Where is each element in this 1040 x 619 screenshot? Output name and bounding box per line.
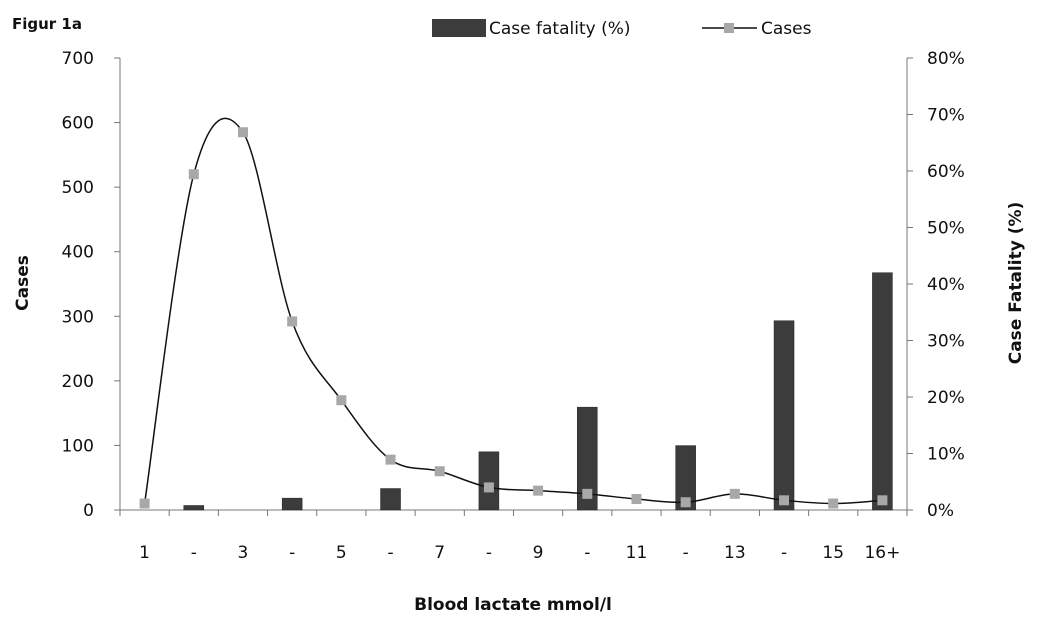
left-axis-ticks: 0 100 200 300 400 500 600 700 [62, 49, 120, 521]
right-tick-label: 80% [927, 49, 965, 69]
x-tick-label: 9 [533, 543, 544, 563]
left-tick-label: 500 [62, 178, 94, 198]
left-tick-label: 600 [62, 114, 94, 134]
x-tick-label: 5 [336, 543, 347, 563]
case-fatality-bar [183, 505, 205, 511]
cases-marker [779, 495, 790, 506]
left-tick-label: 0 [83, 501, 94, 521]
x-tick-label: - [781, 543, 787, 563]
case-fatality-bar [380, 488, 401, 511]
figure-label: Figur 1a [12, 15, 82, 33]
case-fatality-bar [577, 406, 598, 511]
cases-marker [631, 494, 642, 505]
x-tick-label: 1 [139, 543, 150, 563]
cases-marker [729, 488, 740, 499]
cases-marker [582, 488, 593, 499]
left-tick-label: 200 [62, 372, 94, 392]
right-tick-label: 10% [927, 445, 965, 465]
right-tick-label: 70% [927, 106, 965, 126]
legend-label-cases: Cases [761, 19, 812, 39]
left-tick-label: 300 [62, 307, 94, 327]
cases-marker [533, 485, 544, 496]
x-tick-label: 15 [822, 543, 844, 563]
case-fatality-bar [281, 497, 303, 511]
x-axis-title: Blood lactate mmol/l [414, 595, 612, 615]
case-fatality-bar [478, 451, 500, 511]
x-tick-label: 7 [434, 543, 445, 563]
right-tick-label: 0% [927, 501, 954, 521]
x-tick-label: - [683, 543, 689, 563]
cases-line [143, 117, 883, 505]
case-fatality-bar [872, 272, 893, 511]
cases-marker [287, 316, 298, 327]
legend: Case fatality (%) Cases [432, 19, 812, 39]
x-tick-label: 13 [724, 543, 746, 563]
x-tick-label: - [191, 543, 197, 563]
cases-marker [237, 127, 248, 138]
right-tick-label: 30% [927, 332, 965, 352]
case-fatality-bar [773, 320, 795, 511]
x-tick-label: 16+ [864, 543, 900, 563]
cases-marker [434, 466, 445, 477]
cases-markers [139, 127, 888, 509]
x-tick-label: - [387, 543, 393, 563]
left-tick-label: 100 [62, 436, 94, 456]
cases-marker [483, 482, 494, 493]
x-tick-label: 11 [626, 543, 648, 563]
legend-marker-cases [724, 23, 734, 33]
cases-marker [828, 498, 839, 509]
x-tick-label: - [289, 543, 295, 563]
right-tick-label: 20% [927, 388, 965, 408]
x-tick-label: - [486, 543, 492, 563]
legend-label-case-fatality: Case fatality (%) [489, 19, 631, 39]
cases-marker [336, 395, 347, 406]
case-fatality-bars [183, 272, 893, 511]
legend-swatch-case-fatality [432, 19, 486, 37]
cases-marker [139, 498, 150, 509]
cases-marker [680, 497, 691, 508]
right-tick-label: 60% [927, 162, 965, 182]
left-tick-label: 400 [62, 243, 94, 263]
left-tick-label: 700 [62, 49, 94, 69]
right-tick-label: 40% [927, 275, 965, 295]
right-tick-label: 50% [927, 219, 965, 239]
cases-marker [877, 495, 888, 506]
x-axis-ticks: 1 - 3 - 5 - 7 - 9 - 11 - 13 - 15 16+ [119, 510, 908, 563]
y-axis-title: Cases [13, 255, 33, 311]
cases-marker [385, 454, 396, 465]
cases-marker [188, 169, 199, 180]
right-axis-ticks: 0% 10% 20% 30% 40% 50% 60% 70% 80% [907, 49, 965, 521]
y2-axis-title: Case Fatality (%) [1006, 202, 1026, 365]
x-tick-label: - [584, 543, 590, 563]
x-tick-label: 3 [238, 543, 249, 563]
case-fatality-bar [675, 445, 696, 511]
